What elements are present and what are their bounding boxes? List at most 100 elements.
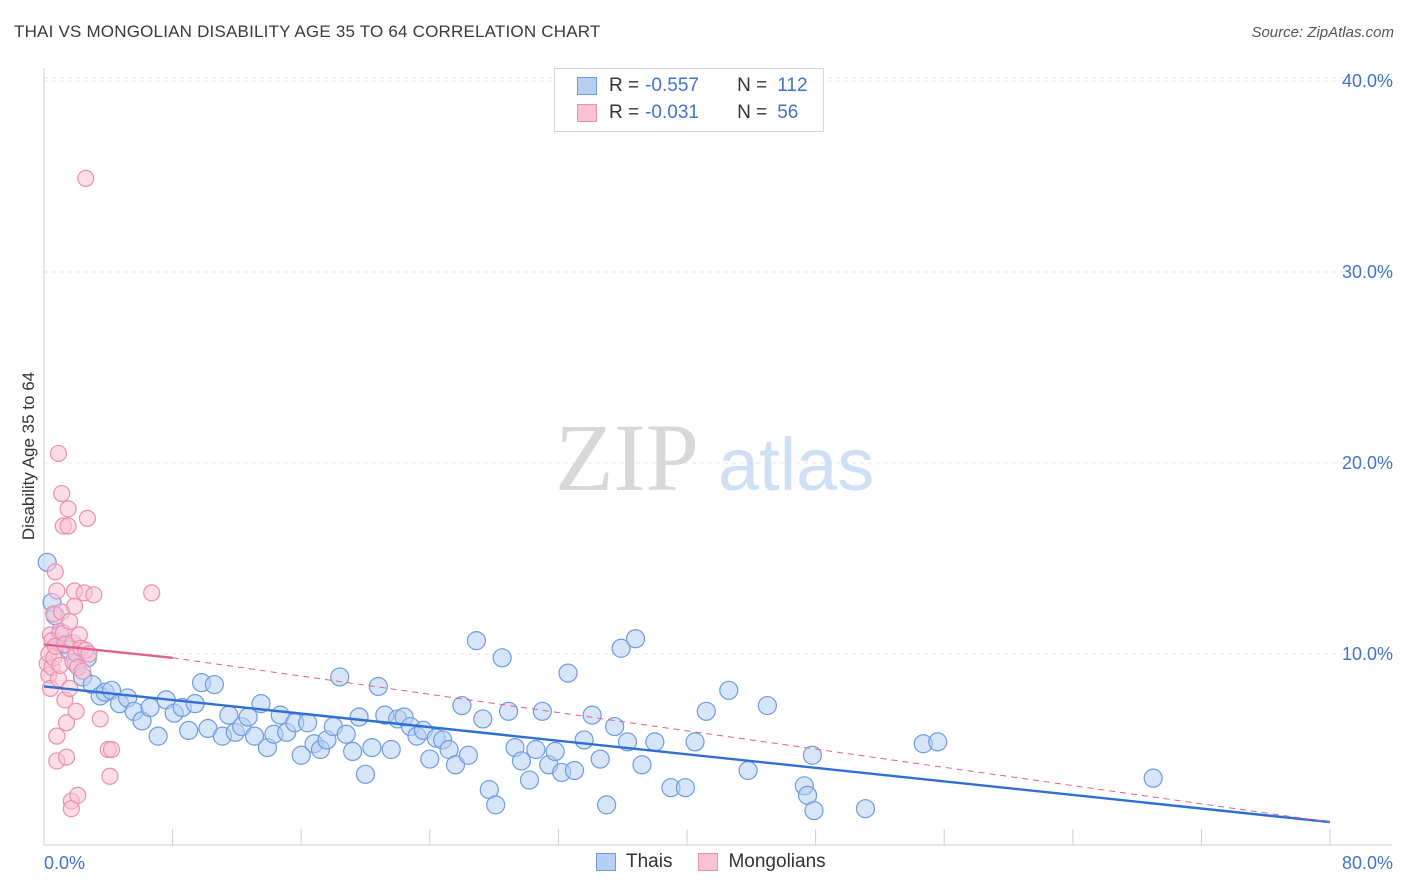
point-mongolians — [49, 444, 68, 463]
point-thais — [611, 638, 631, 658]
point-mongolians — [85, 586, 103, 604]
point-thais — [204, 674, 224, 695]
point-thais — [368, 676, 388, 697]
point-thais — [498, 701, 519, 721]
watermark-atlas: atlas — [718, 423, 874, 506]
point-thais — [458, 745, 478, 765]
point-mongolians — [78, 509, 97, 527]
point-thais — [492, 648, 512, 668]
legend-row-thais: R = -0.557 N = 112 — [577, 73, 808, 99]
point-thais — [685, 732, 705, 752]
point-mongolians — [67, 702, 85, 720]
point-thais — [675, 778, 695, 798]
gridlines — [44, 77, 1392, 655]
point-thais — [238, 707, 258, 727]
trend-lines — [43, 643, 1331, 824]
point-thais — [511, 751, 532, 771]
point-thais — [605, 716, 625, 737]
axes — [43, 68, 1392, 846]
point-mongolians — [53, 484, 71, 503]
point-thais — [343, 741, 363, 762]
point-thais — [486, 795, 506, 815]
point-mongolians — [48, 727, 66, 745]
x-tick-label-min: 0.0% — [44, 853, 85, 873]
point-thais — [928, 732, 948, 752]
legend-swatch-blue — [577, 77, 597, 95]
point-thais — [349, 707, 369, 727]
point-thais — [140, 697, 160, 718]
legend-r-value: -0.557 — [645, 75, 699, 96]
point-thais — [362, 737, 382, 758]
legend-r-label: R = — [609, 102, 640, 123]
point-thais — [298, 713, 318, 733]
point-mongolians — [69, 786, 87, 804]
point-thais — [582, 705, 602, 725]
y-tick-label: 30.0% — [1342, 262, 1393, 282]
point-thais — [445, 755, 466, 775]
point-mongolians — [57, 748, 76, 766]
point-thais — [466, 631, 487, 651]
point-mongolians — [46, 563, 64, 581]
point-thais — [420, 749, 440, 769]
stats-legend: R = -0.557 N = 112 R = -0.031 N = 56 — [554, 68, 824, 132]
trend-line-mongolians — [43, 643, 173, 660]
legend-r-label: R = — [609, 75, 640, 96]
point-mongolians — [48, 582, 66, 600]
x-tick-label-max: 80.0% — [1342, 853, 1393, 873]
point-thais — [355, 764, 376, 784]
legend-n-label: N = — [737, 75, 768, 96]
point-mongolians — [102, 740, 121, 759]
legend-swatch-mongolians — [698, 853, 719, 871]
y-tick-label: 40.0% — [1342, 71, 1393, 91]
legend-r-value: -0.031 — [645, 102, 699, 123]
point-thais — [244, 726, 265, 746]
legend-n-value: 112 — [777, 75, 808, 96]
point-mongolians — [65, 597, 84, 615]
point-thais — [804, 801, 824, 821]
legend-swatch-thais — [596, 853, 616, 871]
series-legend: Thais Mongolians — [596, 851, 852, 873]
point-mongolians — [73, 662, 92, 680]
legend-label-thais: Thais — [626, 851, 673, 872]
chart-title: THAI VS MONGOLIAN DISABILITY AGE 35 TO 6… — [14, 22, 601, 41]
trend-line-thais — [43, 685, 1331, 824]
point-thais — [558, 663, 578, 683]
point-thais — [632, 755, 652, 775]
point-thais — [645, 732, 665, 752]
point-mongolians — [91, 710, 109, 728]
point-thais — [590, 749, 610, 769]
point-thais — [802, 745, 822, 765]
point-mongolians — [61, 612, 79, 631]
legend-item-thais[interactable]: Thais — [596, 851, 672, 873]
point-thais — [574, 730, 594, 750]
source-label: Source: ZipAtlas.com — [1251, 24, 1394, 41]
point-thais — [719, 680, 739, 700]
y-tick-label: 10.0% — [1342, 644, 1393, 664]
trend-line-mongolians-extended — [172, 657, 1331, 823]
legend-label-mongolians: Mongolians — [728, 851, 826, 872]
point-thais — [381, 739, 401, 760]
point-thais — [1143, 768, 1163, 788]
point-thais — [179, 720, 199, 741]
y-tick-label: 20.0% — [1342, 453, 1393, 473]
point-thais — [738, 760, 758, 781]
point-mongolians — [59, 517, 77, 535]
y-axis-label: Disability Age 35 to 64 — [19, 372, 38, 540]
watermark-zip: ZIP — [555, 404, 699, 511]
point-thais — [291, 745, 311, 765]
legend-n-value: 56 — [777, 102, 799, 123]
point-thais — [330, 667, 350, 687]
point-thais — [452, 695, 472, 716]
legend-row-mongolians: R = -0.031 N = 56 — [577, 100, 798, 126]
point-thais — [473, 709, 493, 729]
legend-item-mongolians[interactable]: Mongolians — [698, 851, 826, 873]
point-thais — [564, 760, 585, 781]
point-thais — [625, 629, 646, 649]
point-thais — [545, 741, 565, 762]
point-thais — [696, 701, 716, 721]
point-thais — [597, 795, 617, 815]
point-mongolians — [143, 584, 161, 602]
point-thais — [532, 701, 552, 721]
point-mongolians — [57, 714, 76, 732]
